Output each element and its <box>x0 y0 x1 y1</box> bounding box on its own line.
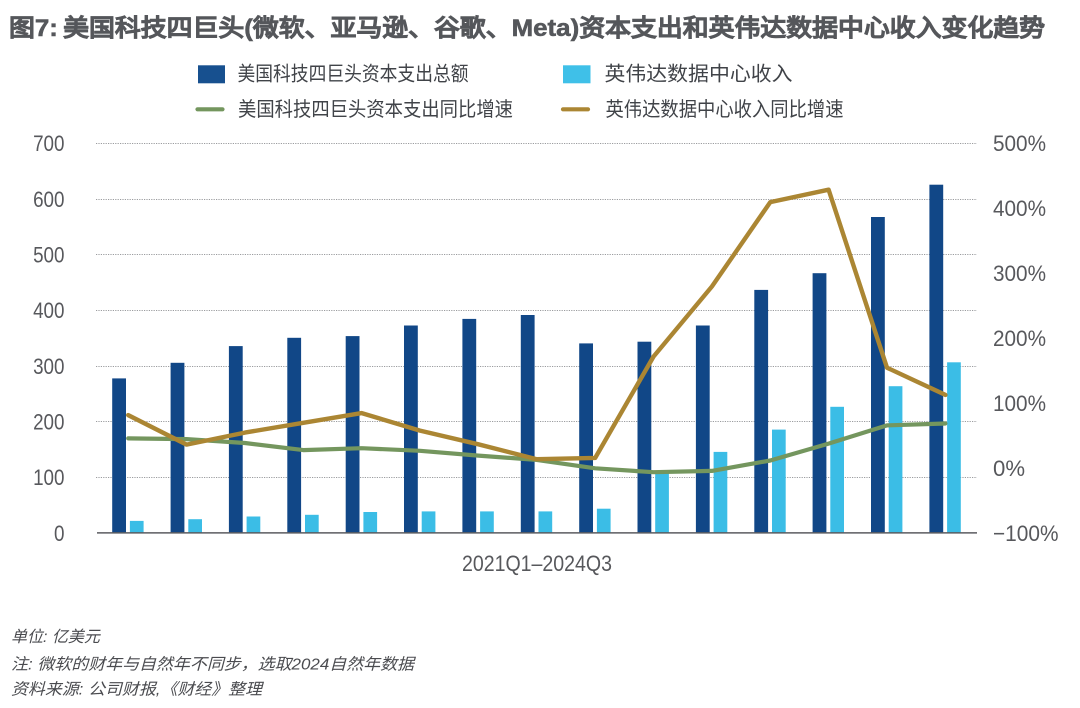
svg-text:300: 300 <box>33 354 64 379</box>
svg-text:200: 200 <box>33 410 64 435</box>
svg-text:400%: 400% <box>993 196 1046 221</box>
svg-text:英伟达数据中心收入同比增速: 英伟达数据中心收入同比增速 <box>606 98 844 121</box>
svg-text:资料来源: 公司财报,《财经》整理: 资料来源: 公司财报,《财经》整理 <box>11 681 264 699</box>
svg-text:图7: 美国科技四巨头(微软、亚马逊、谷歌、Meta)资本支: 图7: 美国科技四巨头(微软、亚马逊、谷歌、Meta)资本支出和英伟达数据中心收… <box>9 14 1045 42</box>
svg-text:500: 500 <box>33 243 64 268</box>
svg-text:−100%: −100% <box>993 521 1059 546</box>
svg-text:单位: 亿美元: 单位: 亿美元 <box>11 628 102 646</box>
svg-text:700: 700 <box>33 131 64 156</box>
svg-text:200%: 200% <box>993 326 1046 351</box>
svg-text:2021Q1–2024Q3: 2021Q1–2024Q3 <box>462 551 612 576</box>
svg-text:300%: 300% <box>993 261 1046 286</box>
svg-text:英伟达数据中心收入: 英伟达数据中心收入 <box>605 63 793 86</box>
svg-text:注: 微软的财年与自然年不同步，选取2024自然年数据: 注: 微软的财年与自然年不同步，选取2024自然年数据 <box>11 656 416 674</box>
svg-text:100%: 100% <box>993 391 1046 416</box>
svg-text:600: 600 <box>33 187 64 212</box>
svg-text:0: 0 <box>54 521 65 546</box>
svg-text:500%: 500% <box>993 131 1046 156</box>
svg-text:400: 400 <box>33 298 64 323</box>
svg-text:美国科技四巨头资本支出同比增速: 美国科技四巨头资本支出同比增速 <box>238 98 513 121</box>
svg-text:100: 100 <box>33 465 64 490</box>
svg-text:0%: 0% <box>993 456 1025 481</box>
svg-text:美国科技四巨头资本支出总额: 美国科技四巨头资本支出总额 <box>238 63 469 86</box>
